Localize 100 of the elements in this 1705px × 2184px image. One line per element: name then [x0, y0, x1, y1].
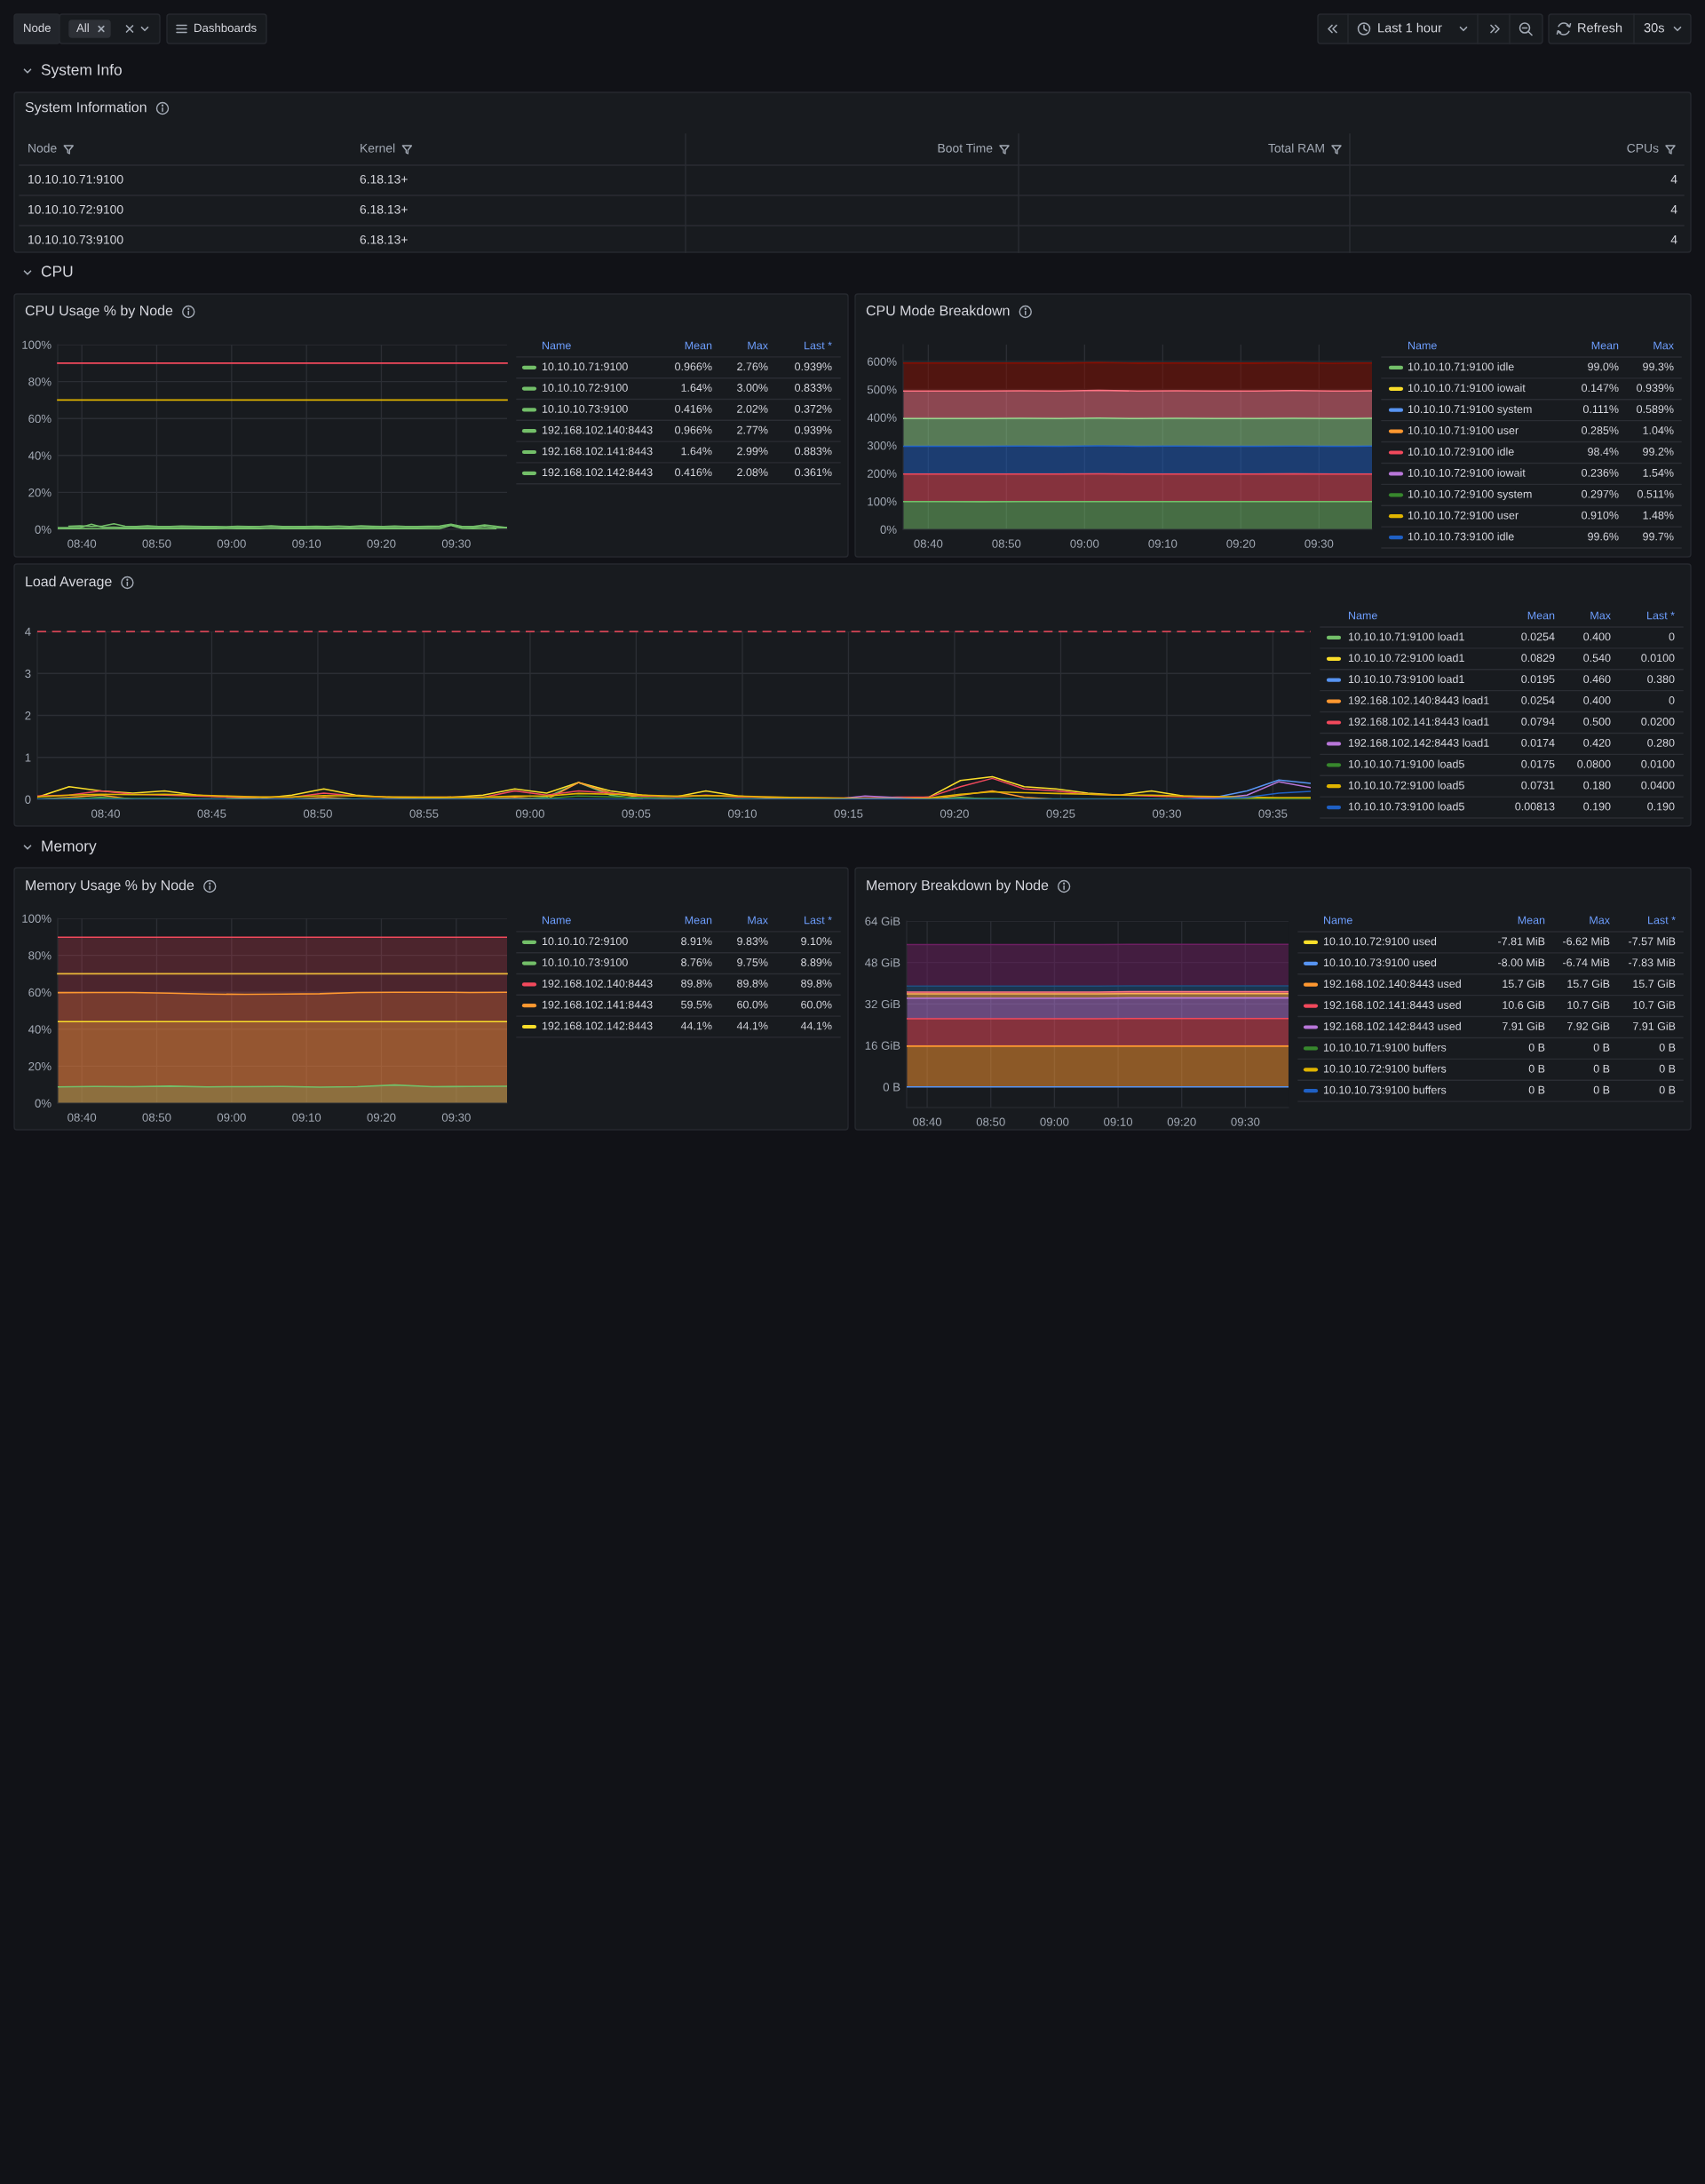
- text: 4: [1670, 235, 1677, 244]
- legend-label: 192.168.102.141:8443: [542, 447, 653, 456]
- category-label: Total RAM: [1268, 143, 1324, 153]
- x-tick-label: 09:05: [622, 809, 651, 818]
- text: 0.939%: [795, 362, 832, 371]
- text: 1.48%: [1643, 511, 1674, 520]
- y-tick-label: 20%: [28, 1061, 52, 1071]
- legend-label: 192.168.102.140:8443: [542, 979, 653, 988]
- text: Name: [543, 916, 571, 925]
- text: 89.8%: [801, 979, 832, 988]
- x-tick-label: 09:00: [1070, 539, 1099, 548]
- legend-label: 192.168.102.141:8443 load1: [1348, 717, 1489, 726]
- legend-label: 192.168.102.140:8443 load1: [1348, 695, 1489, 704]
- legend-label: 10.10.10.71:9100 user: [1408, 426, 1519, 434]
- y-tick-label: 100%: [22, 914, 52, 923]
- x-tick-label: 09:30: [441, 539, 471, 548]
- text: 0 B: [1659, 1085, 1676, 1094]
- x-tick-label: 09:10: [728, 809, 757, 818]
- x-tick-label: 09:00: [515, 809, 544, 818]
- legend-label: 10.10.10.72:9100 iowait: [1408, 468, 1526, 477]
- y-tick-label: 1: [25, 753, 31, 762]
- y-tick-label: 16 GiB: [865, 1041, 900, 1050]
- legend-label: 10.10.10.71:9100 buffers: [1323, 1043, 1447, 1052]
- text: 10.10.10.73:9100: [28, 234, 123, 244]
- legend-label: 10.10.10.73:9100 buffers: [1323, 1085, 1447, 1094]
- x-tick-label: 09:00: [1040, 1117, 1069, 1126]
- text: 0.400: [1583, 632, 1611, 641]
- text: Mean: [1591, 341, 1619, 350]
- text: 0.285%: [1582, 426, 1619, 434]
- legend-label: 192.168.102.142:8443: [542, 1021, 653, 1030]
- text: 60.0%: [737, 1000, 768, 1009]
- text: 60.0%: [801, 1000, 832, 1009]
- text: 0.236%: [1582, 468, 1619, 477]
- text: 0.966%: [675, 425, 712, 434]
- text: 0.0195: [1521, 675, 1555, 684]
- text: 30s: [1644, 23, 1664, 33]
- y-tick-label: 40%: [28, 451, 52, 460]
- text: 1.04%: [1643, 426, 1674, 434]
- text: 9.75%: [737, 958, 768, 966]
- y-tick-label: 100%: [868, 497, 897, 506]
- text: -8.00 MiB: [1498, 957, 1545, 967]
- legend-label: 192.168.102.141:8443: [542, 1000, 653, 1009]
- text: Max: [1590, 611, 1611, 620]
- text: 1.64%: [681, 447, 712, 456]
- text: 0.460: [1583, 675, 1611, 684]
- text: 0.966%: [675, 362, 712, 371]
- x-tick-label: 08:55: [409, 809, 439, 818]
- text: 7.91 GiB: [1503, 1021, 1545, 1030]
- legend-label: 10.10.10.73:9100 load1: [1348, 674, 1464, 684]
- text: -6.74 MiB: [1563, 957, 1610, 967]
- x-tick-label: 09:10: [292, 1113, 321, 1122]
- text: Mean: [1518, 916, 1545, 925]
- x-tick-label: 09:30: [441, 1113, 471, 1122]
- text: 0.910%: [1582, 511, 1619, 520]
- text: 0.0800: [1577, 759, 1611, 768]
- legend-label: 192.168.102.142:8443 load1: [1348, 738, 1489, 747]
- x-tick-label: 09:15: [834, 809, 863, 818]
- x-tick-label: 09:20: [367, 1113, 396, 1122]
- text: 8.76%: [681, 958, 712, 966]
- text: 2.99%: [737, 447, 768, 456]
- text: 0.420: [1583, 738, 1611, 747]
- legend-label: 10.10.10.72:9100 load5: [1348, 781, 1464, 790]
- x-tick-label: 09:10: [1104, 1117, 1133, 1126]
- text: 6.18.13+: [360, 234, 408, 244]
- text: 0 B: [1528, 1064, 1545, 1073]
- text: 0.0200: [1641, 718, 1675, 726]
- text: Node: [24, 23, 51, 33]
- legend-label: 10.10.10.73:9100 idle: [1408, 532, 1514, 541]
- text: 99.3%: [1643, 362, 1674, 371]
- text: Max: [748, 341, 768, 350]
- y-tick-label: 0%: [35, 525, 52, 534]
- text: 89.8%: [681, 979, 712, 988]
- chart-title: CPU Usage % by Node: [25, 305, 173, 319]
- x-tick-label: 08:40: [67, 539, 97, 548]
- y-tick-label: 48 GiB: [865, 957, 900, 967]
- legend-label: 10.10.10.72:9100 user: [1408, 511, 1519, 520]
- text: 99.2%: [1643, 448, 1674, 456]
- category-label: Kernel: [361, 143, 395, 153]
- category-label: Node: [28, 143, 57, 153]
- legend-label: 192.168.102.140:8443 used: [1323, 979, 1461, 989]
- x-tick-label: 09:10: [1148, 539, 1178, 548]
- text: 4: [1670, 205, 1677, 214]
- text: 99.7%: [1643, 532, 1674, 541]
- text: 99.0%: [1588, 362, 1619, 371]
- text: 0.280: [1647, 738, 1675, 747]
- text: -7.57 MiB: [1629, 937, 1676, 946]
- x-tick-label: 09:30: [1231, 1117, 1260, 1126]
- text: 99.6%: [1588, 532, 1619, 541]
- text: 89.8%: [737, 979, 768, 988]
- text: 0 B: [1528, 1085, 1545, 1094]
- category-label: CPUs: [1627, 143, 1659, 153]
- x-tick-label: 08:40: [913, 1117, 942, 1126]
- text: 9.83%: [737, 937, 768, 946]
- chart-title: Memory Breakdown by Node: [867, 879, 1049, 893]
- y-tick-label: 80%: [28, 951, 52, 960]
- text: Mean: [1527, 611, 1555, 620]
- legend-label: 10.10.10.71:9100: [542, 362, 628, 371]
- text: Last *: [1647, 611, 1675, 620]
- text: 0.0100: [1641, 654, 1675, 663]
- text: 8.91%: [681, 937, 712, 946]
